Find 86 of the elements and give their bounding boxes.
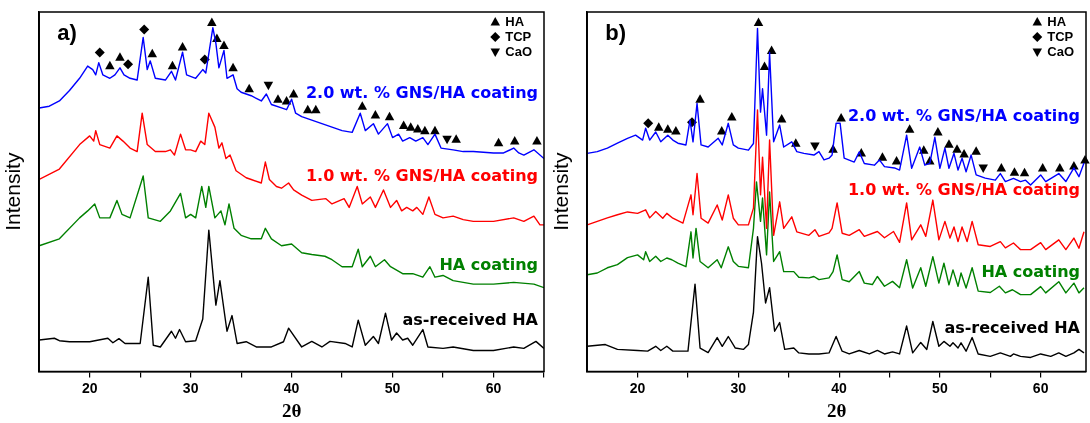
point	[405, 122, 416, 131]
x-tick-label: 30	[182, 379, 199, 396]
point	[177, 41, 188, 51]
x-tick-label: 20	[81, 379, 98, 396]
series-label: 2.0 wt. % GNS/HA coating	[305, 83, 538, 103]
point	[207, 17, 217, 26]
point	[311, 104, 321, 114]
point	[413, 123, 423, 133]
point	[663, 124, 673, 133]
x-tick-label: 60	[1032, 379, 1049, 396]
point	[370, 109, 381, 119]
point	[532, 136, 542, 145]
point	[643, 118, 654, 129]
point	[442, 135, 452, 145]
point	[357, 101, 368, 110]
chart-title: a)	[57, 20, 77, 45]
point	[759, 61, 770, 70]
x-tick-label: 40	[831, 379, 848, 396]
point	[944, 139, 954, 148]
point	[288, 89, 299, 98]
point	[919, 145, 929, 154]
point	[105, 60, 115, 70]
point	[727, 112, 737, 121]
point	[978, 164, 988, 173]
point	[776, 114, 787, 123]
x-tick-label: 60	[485, 379, 502, 396]
x-tick-label: 50	[932, 379, 948, 396]
point	[139, 24, 150, 35]
y-axis-title: Intensity	[549, 152, 573, 231]
point	[671, 125, 681, 135]
point	[384, 111, 395, 121]
point	[971, 146, 981, 155]
series-label: 1.0 wt. % GNS/HA coating	[847, 180, 1080, 200]
y-axis-title: Intensity	[1, 152, 25, 231]
legend-label: TCP	[1047, 28, 1074, 44]
chart-title: b)	[605, 20, 626, 45]
point	[891, 155, 902, 165]
legend-label: CaO	[505, 43, 532, 59]
point	[1009, 167, 1020, 176]
x-axis-title: 2θ	[281, 399, 302, 421]
legend-label: HA	[505, 13, 525, 29]
series-label: as-received HA	[944, 317, 1081, 337]
series-label: HA coating	[981, 261, 1080, 281]
point	[996, 162, 1007, 172]
x-tick-label: 40	[283, 379, 300, 396]
point	[493, 137, 504, 147]
series-label: 2.0 wt. % GNS/HA coating	[847, 106, 1080, 126]
legend-label: HA	[1047, 13, 1067, 29]
x-tick-label: 30	[730, 379, 747, 396]
x-tick-label: 50	[384, 379, 401, 396]
point	[1019, 167, 1030, 177]
legend-label: CaO	[1047, 43, 1074, 59]
point	[451, 134, 461, 143]
point	[753, 17, 764, 26]
point	[147, 48, 158, 58]
point	[398, 120, 409, 129]
point	[430, 125, 440, 135]
point	[273, 94, 283, 103]
point	[115, 52, 125, 61]
point	[877, 152, 888, 161]
point	[810, 142, 820, 151]
point	[420, 125, 430, 135]
series-label: 1.0 wt. % GNS/HA coating	[305, 166, 538, 186]
point	[654, 122, 664, 131]
point	[766, 45, 777, 54]
point	[952, 144, 962, 153]
point	[228, 62, 238, 72]
point	[695, 94, 705, 103]
x-tick-label: 20	[629, 379, 646, 396]
point	[904, 124, 915, 133]
point	[959, 149, 969, 158]
series-label: as-received HA	[402, 309, 539, 329]
point	[303, 104, 313, 114]
point	[836, 113, 846, 122]
point	[94, 47, 105, 58]
point	[1037, 162, 1048, 172]
point	[167, 60, 178, 70]
point	[933, 127, 943, 136]
point	[244, 83, 254, 93]
point	[263, 81, 274, 91]
legend-label: TCP	[505, 28, 532, 44]
series-label: HA coating	[439, 255, 538, 275]
point	[123, 59, 134, 70]
x-axis-title: 2θ	[826, 399, 847, 421]
point	[509, 136, 520, 145]
point	[219, 40, 229, 49]
